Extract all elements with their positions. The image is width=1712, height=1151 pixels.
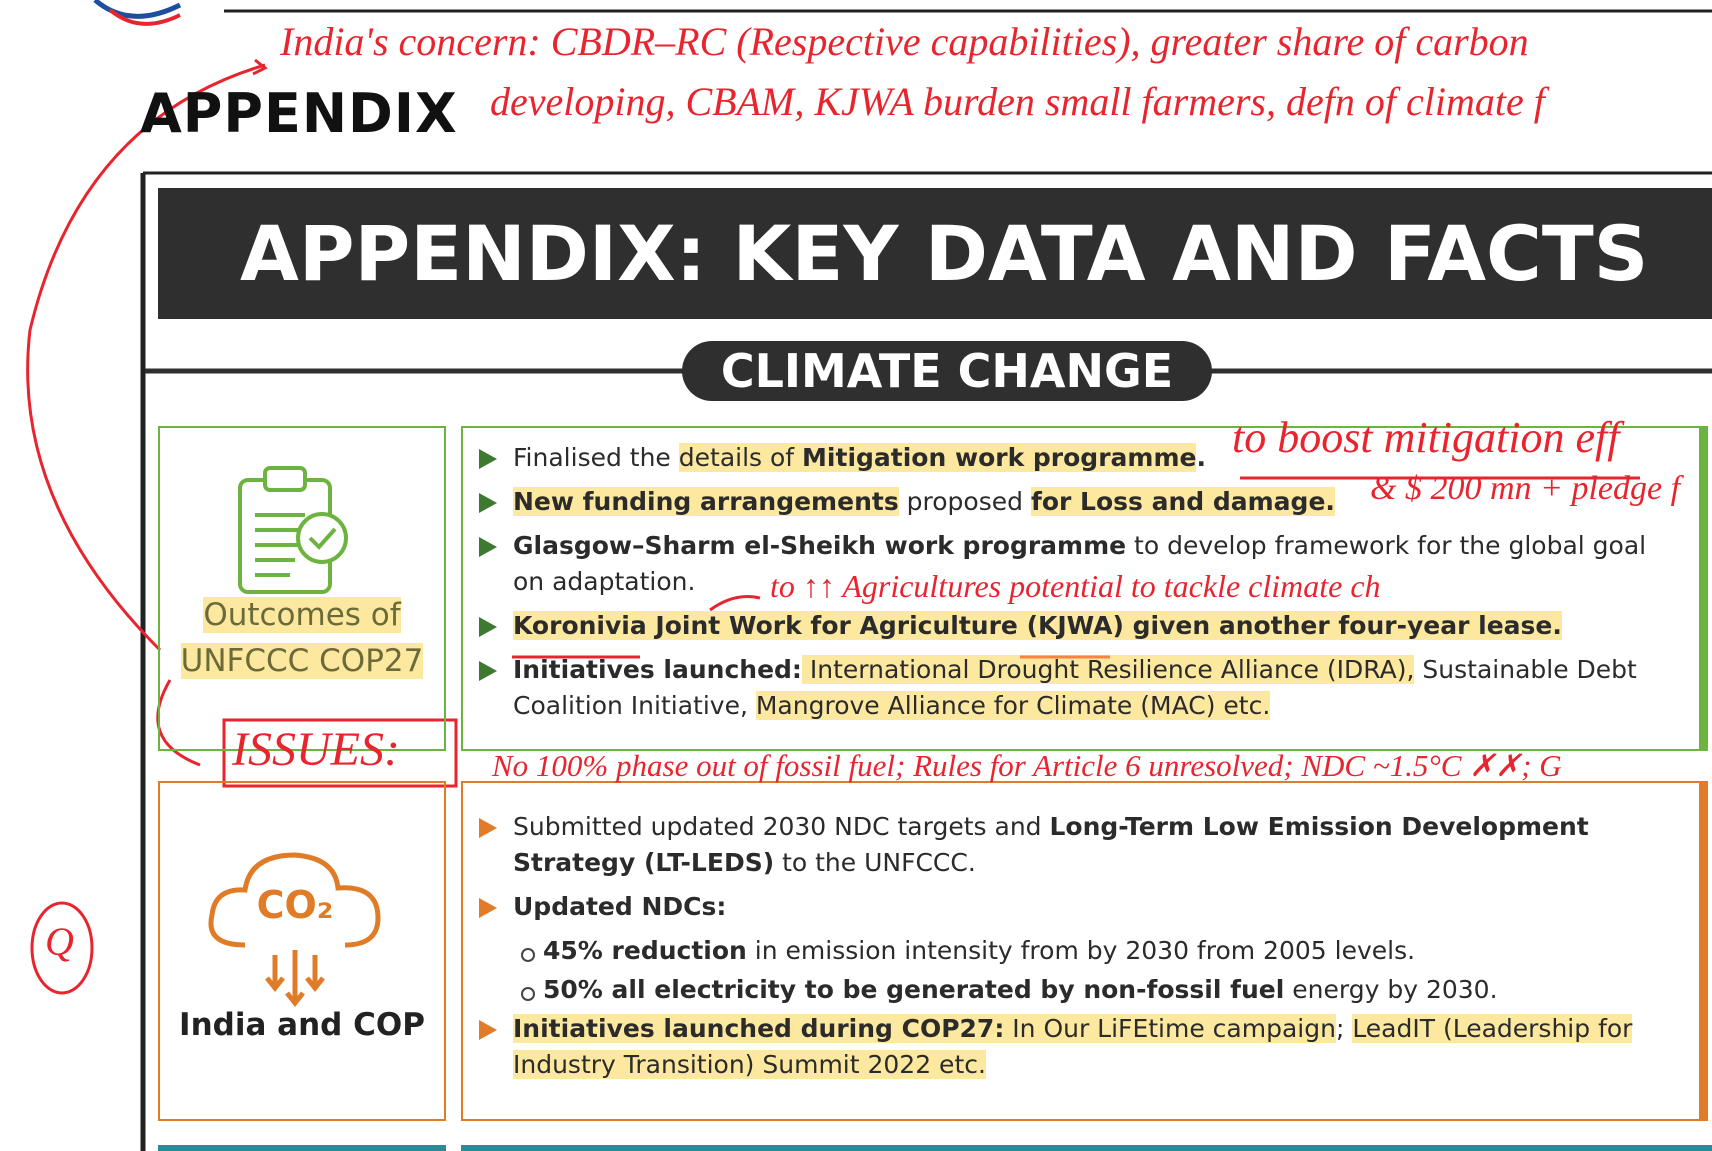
sub-marker (521, 948, 535, 962)
text-run: for Loss and damage. (1030, 487, 1335, 516)
logo-fragment (93, 0, 182, 19)
text-run: Initiatives launched: (513, 655, 802, 684)
text-run: Initiatives launched during COP27: (513, 1014, 1005, 1043)
text-run: Mangrove Alliance for Climate (MAC) etc. (755, 691, 1271, 720)
bullet-marker (479, 493, 497, 513)
text-run: Updated NDCs: (513, 892, 727, 921)
text-run: . (1196, 443, 1206, 472)
handwritten-note: No 100% phase out of fossil fuel; Rules … (492, 748, 1562, 783)
bullet-marker (479, 449, 497, 469)
section-title: CLIMATE CHANGE (682, 341, 1212, 401)
text-run: Sustainable Debt Coalition Initiative, (513, 655, 1637, 720)
clipboard-icon (238, 466, 348, 594)
block-label: Outcomes of (160, 591, 444, 639)
bullet-marker (479, 898, 497, 918)
text-run: Glasgow–Sharm el-Sheikh work programme (513, 531, 1127, 560)
logo-fragment (108, 8, 181, 26)
bullet-list: Finalised the details of Mitigation work… (479, 440, 1659, 732)
label-line: Outcomes of (203, 597, 401, 633)
accent-bar (1700, 781, 1708, 1121)
text-run: Mitigation work programme (802, 443, 1197, 472)
icon-text: CO₂ (257, 883, 334, 927)
text-run: to the UNFCCC. (774, 848, 976, 877)
bullet: Finalised the details of Mitigation work… (479, 440, 1659, 476)
handwritten-note: developing, CBAM, KJWA burden small farm… (490, 79, 1545, 124)
text-run: International Drought Resilience Allianc… (801, 655, 1415, 684)
text-run: Submitted updated 2030 NDC targets and (513, 812, 1050, 841)
handwritten-note: to boost mitigation eff (1232, 413, 1620, 462)
handwritten-note: & $ 200 mn + pledge f (1370, 470, 1681, 507)
bullet: Initiatives launched: International Drou… (479, 652, 1659, 724)
label-line: UNFCCC COP27 (180, 643, 424, 679)
label-box: India and COP (158, 781, 446, 1121)
text-run: proposed (898, 487, 1031, 516)
text-run: In Our LiFEtime campaign (1004, 1014, 1336, 1043)
bullet: Initiatives launched during COP27: In Ou… (479, 1011, 1659, 1083)
text-run: 45% reduction (543, 936, 747, 965)
sub-bullet: 50% all electricity to be generated by n… (521, 972, 1659, 1008)
handwritten-note: to ↑↑ Agricultures potential to tackle c… (770, 568, 1381, 604)
content-box: Submitted updated 2030 NDC targets and L… (461, 781, 1701, 1121)
cloud-icon (208, 852, 381, 1008)
bullet: New funding arrangements proposed for Lo… (479, 484, 1659, 520)
bullet: Submitted updated 2030 NDC targets and L… (479, 809, 1659, 881)
annotation-strokes (26, 58, 1640, 995)
block-label: India and COP (160, 1001, 444, 1049)
text-run: 50% all electricity to be generated by n… (543, 975, 1285, 1004)
label-box: Outcomes of UNFCCC COP27 (158, 426, 446, 751)
text-run: ; (1335, 1014, 1353, 1043)
text-run: Koronivia Joint Work for Agriculture (KJ… (513, 611, 1562, 640)
text-run: Finalised the (513, 443, 679, 472)
handwritten-note: ISSUES: (232, 723, 400, 776)
text-run: Long-Term Low Emission Development Strat… (513, 812, 1589, 877)
bullet-marker (479, 1020, 497, 1040)
bullet-marker (479, 661, 497, 681)
text-run: details of (678, 443, 803, 472)
bullet-marker (479, 537, 497, 557)
sub-bullet: 45% reduction in emission intensity from… (521, 933, 1659, 969)
bullet: Koronivia Joint Work for Agriculture (KJ… (479, 608, 1659, 644)
text-run: in emission intensity from by 2030 from … (746, 936, 1416, 965)
bullet-marker (479, 818, 497, 838)
page-heading: APPENDIX (140, 82, 458, 145)
label-line: India and COP (179, 1007, 425, 1043)
text-run: to develop framework for the global goal… (513, 531, 1647, 596)
bullet-marker (479, 617, 497, 637)
handwritten-note: Q (45, 919, 74, 964)
sub-marker (521, 987, 535, 1001)
bullet: Updated NDCs: (479, 889, 1659, 925)
text-run: New funding arrangements (513, 487, 899, 516)
content-box: Finalised the details of Mitigation work… (461, 426, 1701, 751)
block-label: UNFCCC COP27 (160, 637, 444, 685)
text-run: energy by 2030. (1284, 975, 1498, 1004)
bullet-list: Submitted updated 2030 NDC targets and L… (479, 809, 1659, 1091)
accent-bar (1700, 426, 1708, 751)
handwritten-note: India's concern: CBDR–RC (Respective cap… (280, 19, 1529, 64)
bullet: Glasgow–Sharm el-Sheikh work programme t… (479, 528, 1659, 600)
banner-title: APPENDIX: KEY DATA AND FACTS (158, 188, 1712, 319)
